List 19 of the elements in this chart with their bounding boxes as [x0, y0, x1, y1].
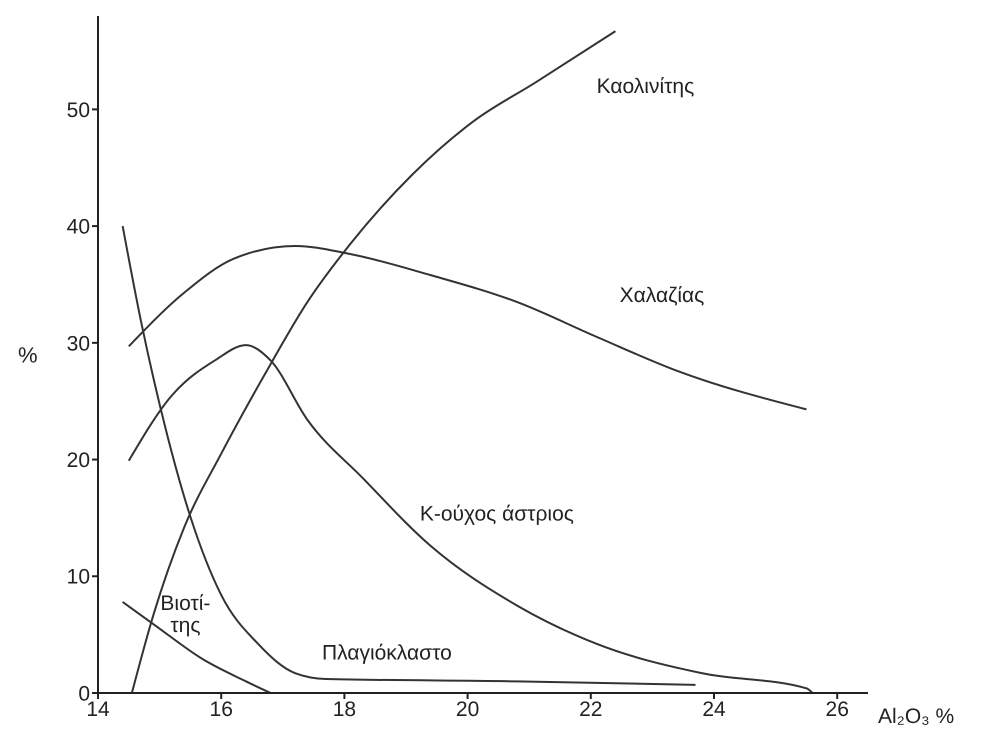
x-tick-label: 24 [702, 698, 726, 721]
x-tick-label: 22 [579, 698, 602, 721]
y-tick-label: 40 [66, 216, 90, 239]
series-label: Βιοτί- της [160, 592, 210, 638]
series-label: Καολινίτης [596, 75, 694, 98]
x-tick-label: 16 [210, 698, 233, 721]
x-tick-label: 26 [826, 698, 849, 721]
y-axis-title: % [18, 342, 38, 368]
y-tick-label: 20 [66, 449, 90, 472]
series-label: Κ-ούχος άστριος [420, 502, 574, 526]
y-tick-label: 10 [66, 566, 90, 589]
y-tick-label: 50 [66, 98, 90, 122]
x-axis-title: Al₂O₃ % [878, 705, 954, 728]
series-label: Χαλαζίας [620, 284, 704, 307]
y-tick-label: 0 [78, 682, 90, 706]
y-tick-label: 30 [66, 332, 90, 356]
x-tick-label: 20 [456, 698, 480, 721]
x-tick-label: 18 [332, 698, 356, 721]
series-label: Πλαγιόκλαστο [322, 641, 452, 664]
